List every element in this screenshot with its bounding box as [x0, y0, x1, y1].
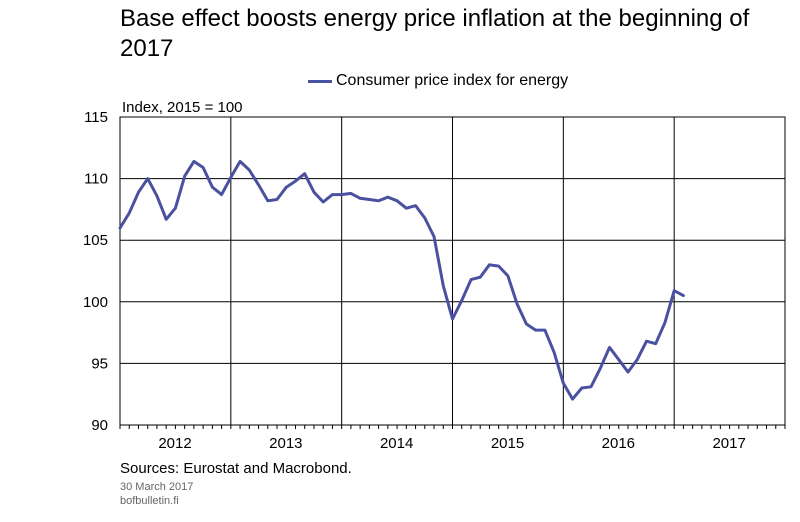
x-tick-label: 2013	[269, 435, 302, 452]
sources-note: Sources: Eurostat and Macrobond.	[120, 460, 352, 477]
y-tick-label: 105	[83, 232, 108, 249]
legend-label: Consumer price index for energy	[336, 72, 569, 89]
y-tick-label: 100	[83, 294, 108, 311]
y-axis-label: Index, 2015 = 100	[122, 99, 243, 116]
x-tick-label: 2015	[491, 435, 524, 452]
x-tick-label: 2016	[602, 435, 635, 452]
series-line-energy-cpi	[118, 159, 685, 401]
y-tick-label: 115	[84, 109, 108, 126]
y-tick-label: 110	[84, 171, 108, 188]
y-tick-label: 90	[91, 417, 108, 434]
plot-frame	[119, 116, 786, 426]
y-tick-label: 95	[91, 355, 108, 372]
publication-date: 30 March 2017	[120, 481, 194, 493]
x-tick-label: 2017	[712, 435, 745, 452]
legend: Consumer price index for energy	[308, 72, 568, 90]
x-tick-label: 2014	[380, 435, 413, 452]
legend-swatch	[308, 79, 332, 83]
x-tick-label: 2012	[158, 435, 191, 452]
line-chart: 90 95 100 105 110 115 2012 2013 2014 2015 2016 2017	[83, 109, 786, 452]
chart-title: Base effect boosts energy price inflatio…	[120, 5, 750, 62]
site-url: bofbulletin.fi	[120, 495, 179, 507]
